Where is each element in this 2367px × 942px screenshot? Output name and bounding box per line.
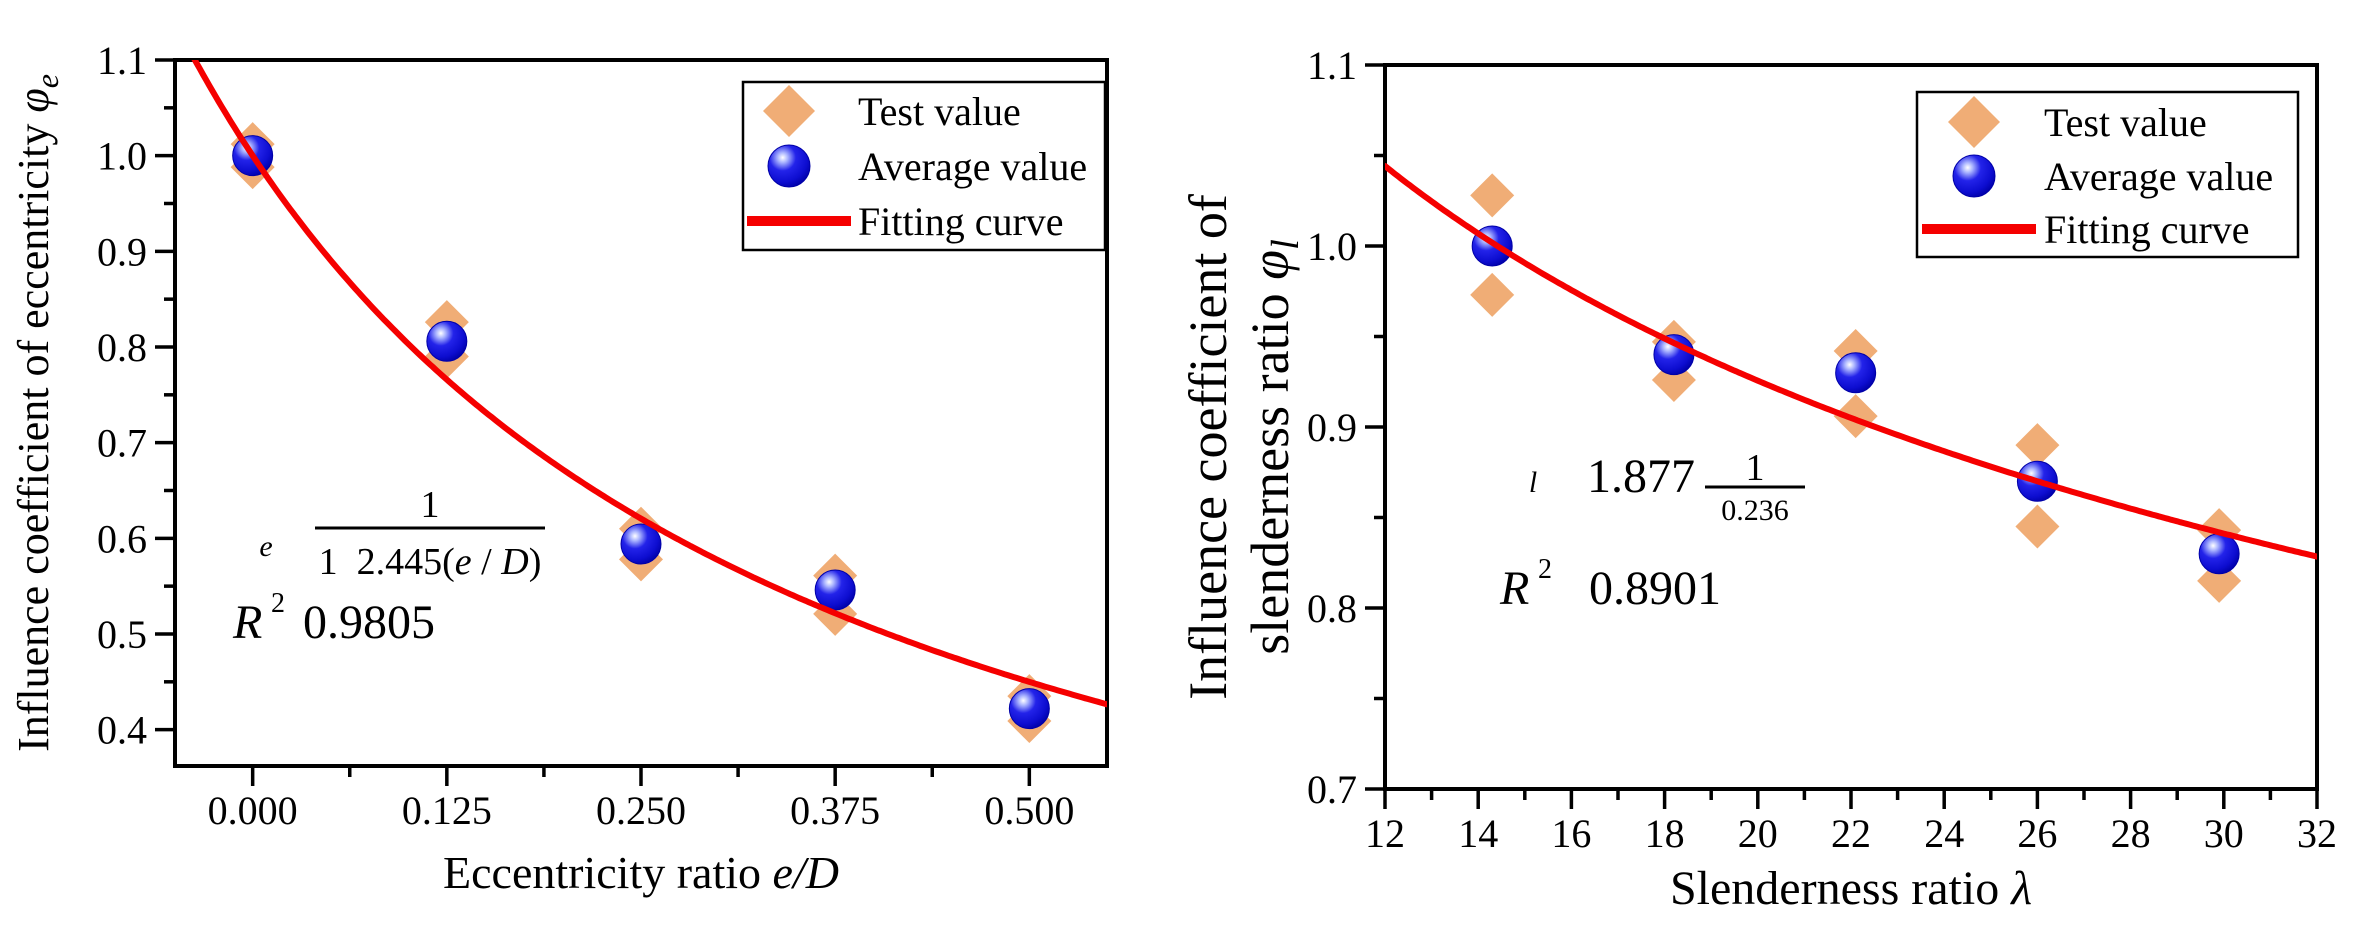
chart-slenderness: 12 14 16 18 20 22 24 26 28 30 32 1.1 1.0 0.9 0.8 0.7 Sle… [1178,0,2367,942]
legend-label: Fitting curve [858,199,1064,244]
average-value-sphere [1835,352,1877,394]
legend: Test value Average value Fitting curve [741,80,1107,252]
y-axis-title: Influence coefficient of eccentricity φe [9,74,65,752]
average-value-sphere [814,569,856,611]
x-tick-label: 0.375 [790,788,880,833]
y-tick-label: 0.7 [97,421,147,466]
y-tick-label: 0.9 [97,229,147,274]
r-squared-label: R [1499,562,1529,615]
x-tick-label: 26 [2017,811,2057,856]
test-value-diamond [1470,272,1515,317]
r-squared-label: R [232,596,262,649]
r-squared-exponent: 2 [271,588,285,619]
x-axis-title: Eccentricity ratio e/D [443,847,839,898]
x-tick-label: 0.250 [596,788,686,833]
y-tick-label: 0.6 [97,516,147,561]
x-tick-label: 22 [1831,811,1871,856]
legend-diamond-icon [763,85,815,137]
equation-denominator: 1 2.445(e / D) [319,541,542,583]
x-tick-label: 28 [2111,811,2151,856]
r-squared-value: 0.8901 [1589,562,1721,615]
legend: Test value Average value Fitting curve [1915,90,2300,259]
x-tick-label: 32 [2297,811,2337,856]
x-axis-title: Slenderness ratio λ [1670,862,2032,915]
equation-denominator-exponent: 0.236 [1721,494,1789,527]
equation-subscript: l [1529,466,1537,499]
legend-label: Fitting curve [2044,207,2250,252]
y-axis-title: slenderness ratio φl [1240,239,1307,655]
average-value-sphere [620,523,662,565]
test-value-diamond [1833,394,1878,439]
y-tick-label: 0.7 [1307,767,1357,812]
r-squared-value: 0.9805 [303,596,435,649]
x-axis [250,766,1032,786]
y-axis-tick-labels: 1.1 1.0 0.9 0.8 0.7 0.6 0.5 0.4 [97,38,147,753]
y-tick-label: 1.1 [1307,43,1357,88]
x-tick-label: 12 [1365,811,1405,856]
equation-subscript: e [259,530,272,563]
average-value-points [1471,225,2240,575]
y-tick-label: 0.8 [1307,586,1357,631]
y-tick-label: 0.5 [97,612,147,657]
plot-area [191,60,1107,744]
legend-label: Average value [858,144,1087,189]
y-axis [1365,63,1385,791]
x-tick-label: 0.000 [208,788,298,833]
equation-annotation: l 1.877 1 0.236 R 2 0.8901 [1499,447,1805,615]
equation-numerator: 1 [421,484,440,526]
x-tick-label: 18 [1645,811,1685,856]
test-value-diamond [1470,173,1515,218]
x-tick-label: 24 [1924,811,1964,856]
y-axis [155,58,175,732]
legend-label: Average value [2044,154,2273,199]
chart-svg: 12 14 16 18 20 22 24 26 28 30 321.11.00.90.80.7Sle… [1178,43,2337,915]
y-tick-label: 0.4 [97,708,147,753]
equation-annotation: e 1 1 2.445(e / D) R 2 0.9805 [232,484,545,649]
x-tick-label: 20 [1738,811,1778,856]
legend-diamond-icon [1948,96,2000,148]
x-tick-label: 0.125 [402,788,492,833]
x-tick-label: 14 [1458,811,1498,856]
y-tick-label: 1.1 [97,38,147,83]
chart-svg: 0.000 0.125 0.250 0.375 0.500 1.1 1.0 0.9 0.8 0.7… [9,38,1109,898]
chart-eccentricity: 0.000 0.125 0.250 0.375 0.500 1.1 1.0 0.9 0.8 0.7… [9,38,1109,898]
average-value-sphere [1008,688,1050,730]
test-value-diamond [2015,504,2060,549]
plot-area [1385,163,2317,603]
x-tick-label: 30 [2204,811,2244,856]
fitting-curve [1385,163,2317,560]
y-tick-label: 0.8 [97,325,147,370]
fitting-curve [191,60,1107,708]
x-axis-tick-labels: 12 14 16 18 20 22 24 26 28 30 32 [1365,811,2337,856]
x-axis [1383,789,2319,809]
average-value-sphere [2198,533,2240,575]
y-tick-label: 1.0 [1307,224,1357,269]
test-value-diamond [2015,423,2060,468]
y-tick-label: 0.9 [1307,405,1357,450]
y-tick-label: 1.0 [97,134,147,179]
r-squared-exponent: 2 [1538,554,1552,585]
average-value-sphere [426,320,468,362]
x-axis-tick-labels: 0.000 0.125 0.250 0.375 0.500 [208,788,1075,833]
equation-numerator: 1 [1746,447,1765,489]
y-axis-title: Influence coefficient of [1184,194,1238,700]
equation-coefficient: 1.877 [1587,450,1695,503]
y-axis-tick-labels: 1.1 1.0 0.9 0.8 0.7 [1307,43,1357,812]
legend-sphere-icon [1952,154,1996,198]
legend-label: Test value [858,89,1021,134]
legend-label: Test value [2044,100,2207,145]
legend-sphere-icon [767,144,811,188]
x-tick-label: 0.500 [984,788,1074,833]
x-tick-label: 16 [1551,811,1591,856]
